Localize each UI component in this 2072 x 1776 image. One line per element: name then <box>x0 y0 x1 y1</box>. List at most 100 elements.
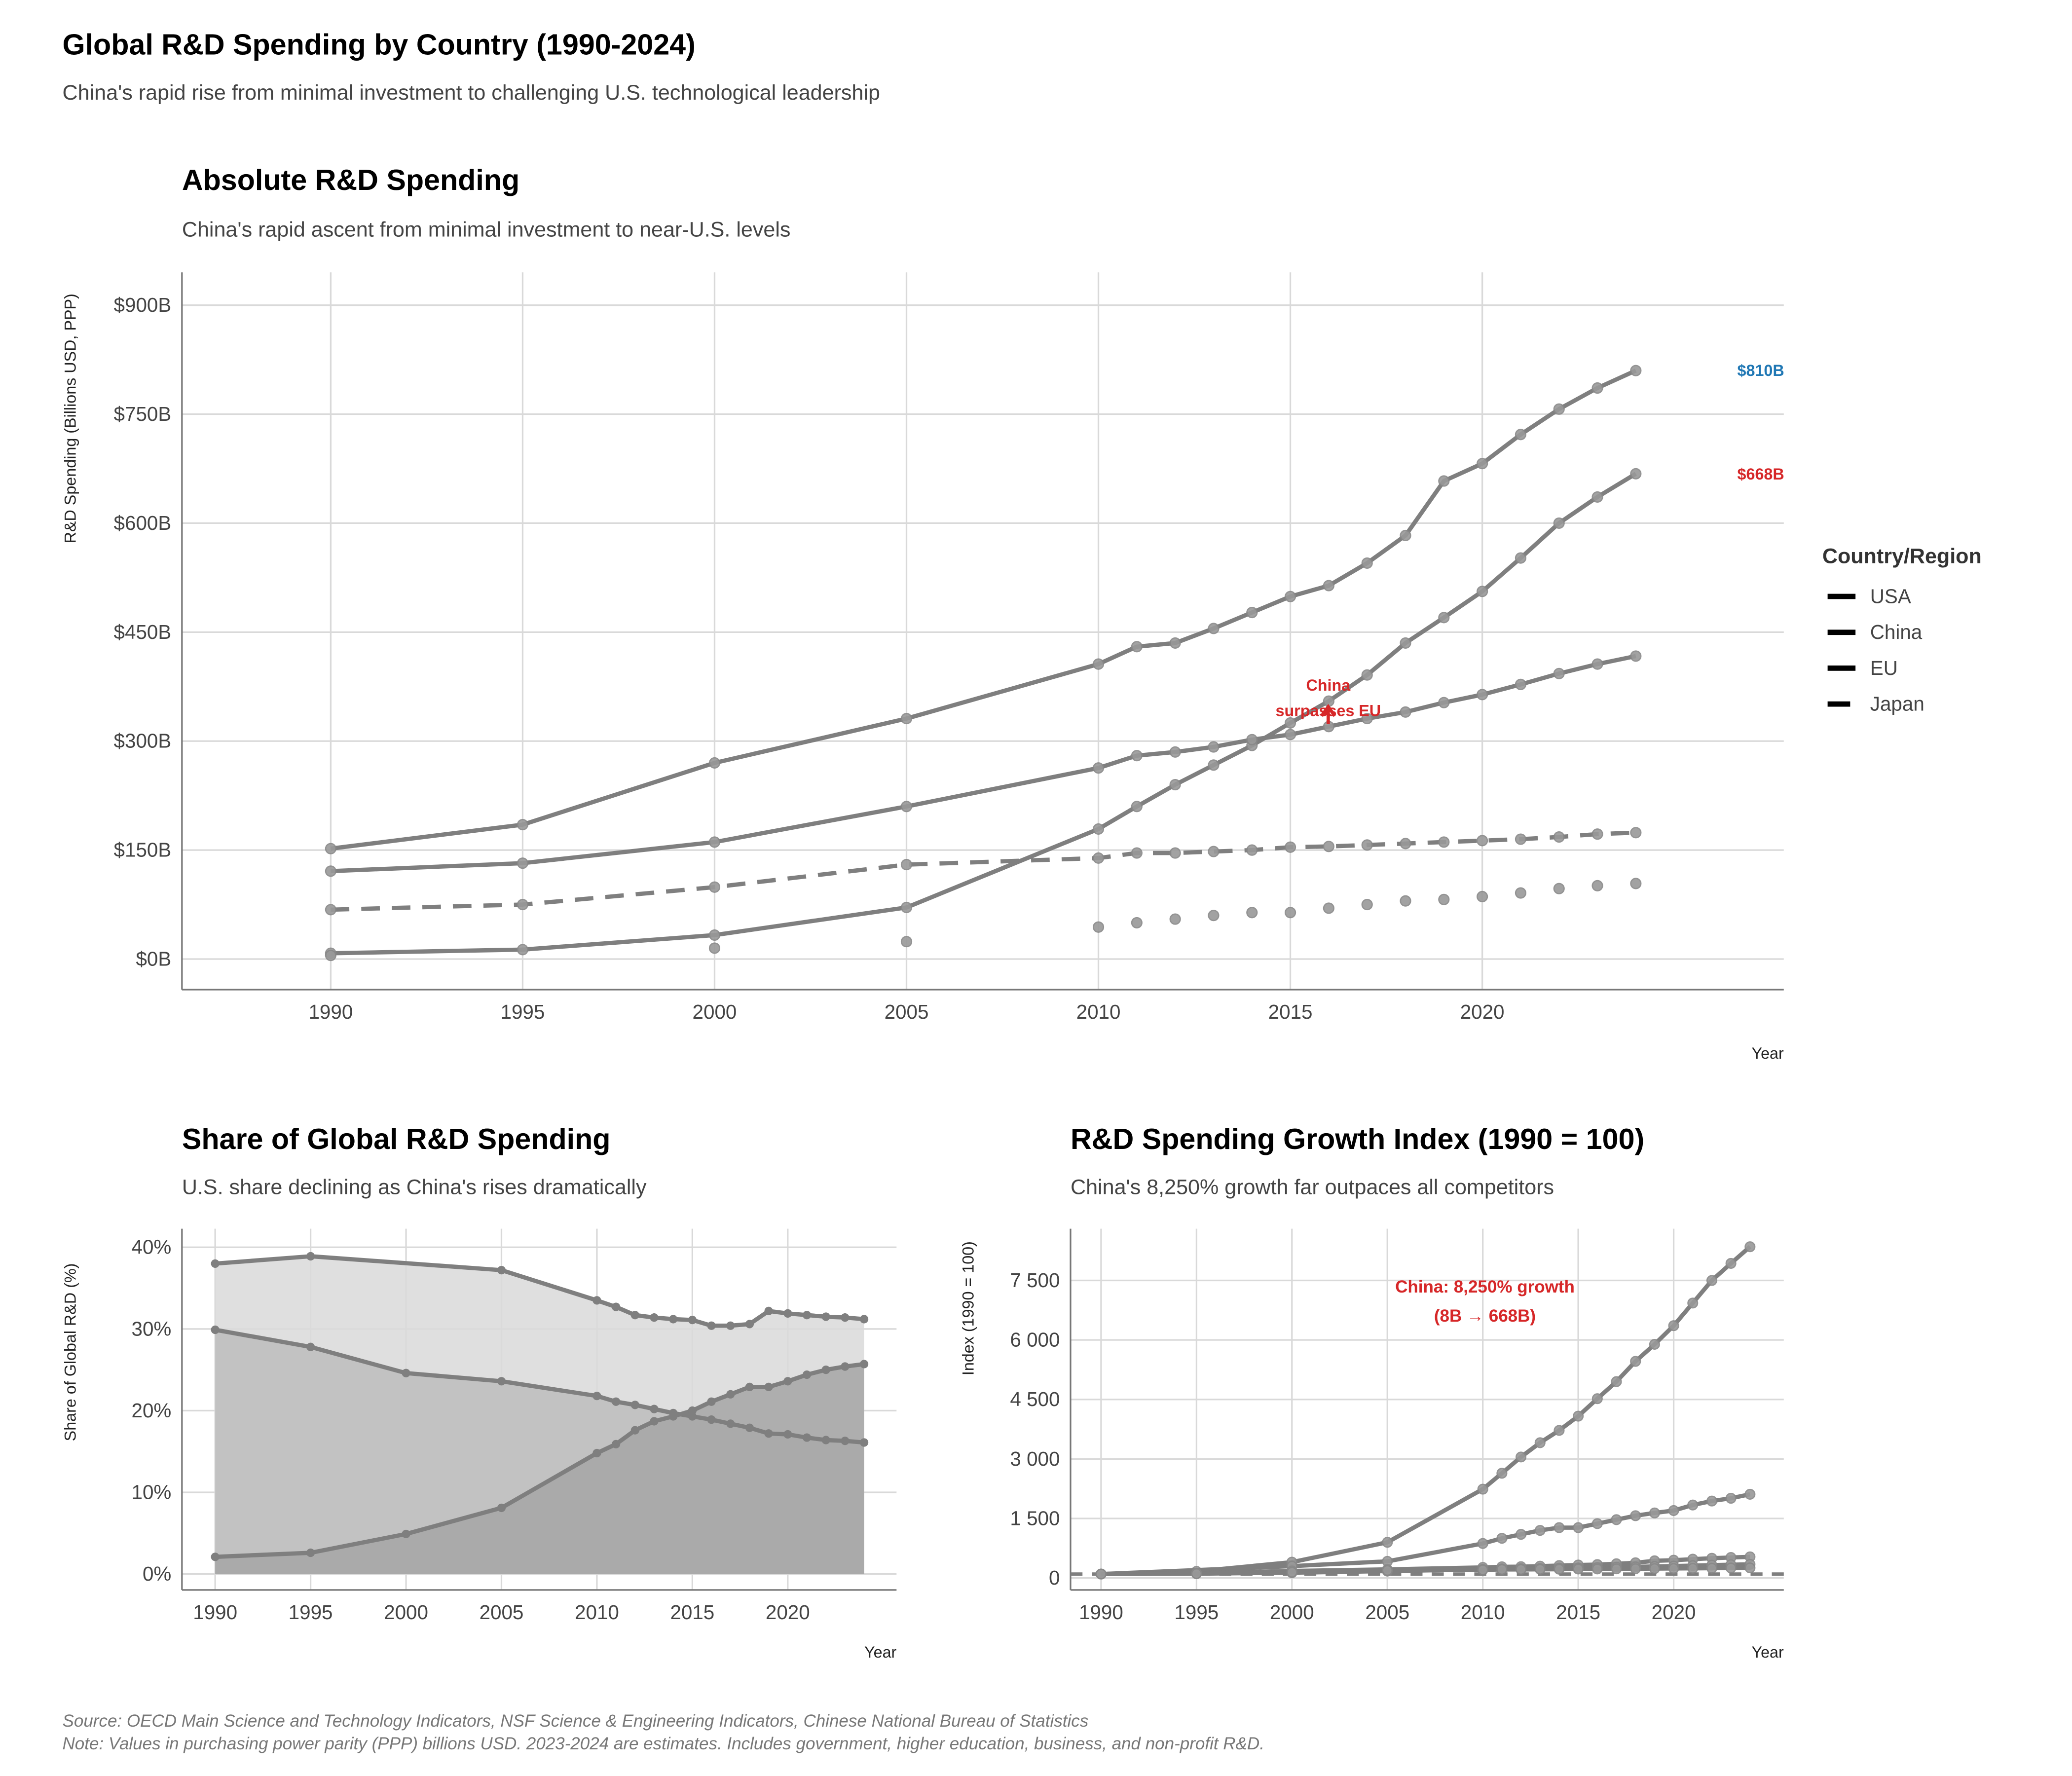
x-tick-label: 1995 <box>501 1000 545 1023</box>
data-point-usa <box>1361 557 1373 569</box>
data-point-japan <box>1553 831 1565 843</box>
share-point <box>611 1397 621 1406</box>
data-point-japan <box>1438 836 1450 848</box>
data-point-usa <box>1591 382 1603 394</box>
data-point-usa <box>1323 580 1334 592</box>
data-point-eu <box>1515 678 1526 690</box>
share-point <box>611 1440 621 1448</box>
index-point <box>1573 1522 1584 1533</box>
data-point-china <box>1285 717 1296 729</box>
share-point <box>745 1382 754 1392</box>
index-point <box>1534 1525 1546 1536</box>
data-point-china <box>900 901 913 914</box>
share-point <box>306 1252 315 1261</box>
index-point <box>1382 1537 1393 1548</box>
index-point <box>1649 1338 1660 1350</box>
data-point-other <box>1553 883 1565 894</box>
share-point <box>783 1430 792 1439</box>
x-tick-label: 2005 <box>480 1601 524 1624</box>
legend-label-eu: EU <box>1870 657 1898 679</box>
data-point-usa <box>1630 365 1642 376</box>
data-point-usa <box>1169 637 1181 649</box>
growth-index-plot: 1990 1995 2000 2005 2010 2015 2020 0 1 500 3 000 4… <box>1010 1228 1784 1624</box>
data-point-other <box>1515 887 1526 899</box>
data-point-china <box>1553 517 1565 529</box>
share-point <box>669 1412 678 1421</box>
index-point <box>1191 1568 1202 1579</box>
series-line-usa <box>330 369 1637 851</box>
share-point <box>707 1415 716 1424</box>
data-point-china <box>1438 612 1450 624</box>
share-point <box>630 1401 639 1409</box>
share-point <box>688 1316 697 1325</box>
share-point <box>650 1313 659 1322</box>
data-point-china <box>1361 669 1373 681</box>
index-point <box>1591 1563 1603 1575</box>
y-tick-label: 10% <box>131 1480 171 1503</box>
index-point <box>1477 1564 1488 1576</box>
x-tick-label: 2015 <box>1556 1601 1600 1624</box>
x-tick-label: 2010 <box>1461 1601 1505 1624</box>
y-tick-label: $450B <box>114 621 172 643</box>
panel3-subtitle: China's 8,250% growth far outpaces all c… <box>1071 1176 1554 1199</box>
data-point-other <box>1092 921 1105 933</box>
panel1-title: Absolute R&D Spending <box>182 163 519 196</box>
absolute-spending-plot: 1990 1995 2000 2005 2010 2015 2020 $0B $150B $300… <box>114 272 1784 1023</box>
index-point <box>1725 1562 1737 1574</box>
data-point-japan <box>1515 833 1526 845</box>
index-point <box>1496 1468 1508 1479</box>
index-point <box>1687 1563 1699 1574</box>
data-point-china <box>1630 468 1642 480</box>
share-point <box>821 1436 830 1444</box>
share-point <box>306 1548 315 1557</box>
data-point-china <box>517 944 529 956</box>
panel2-subtitle: U.S. share declining as China's rises dr… <box>182 1176 647 1199</box>
index-point <box>1725 1258 1737 1269</box>
data-point-japan <box>1591 828 1603 840</box>
data-point-usa <box>1246 606 1258 619</box>
panel1-subtitle: China's rapid ascent from minimal invest… <box>182 218 791 241</box>
index-point <box>1382 1565 1393 1576</box>
data-point-other <box>1361 899 1373 911</box>
data-point-china <box>1477 586 1488 597</box>
y-tick-label: $300B <box>114 730 172 752</box>
data-point-eu <box>1361 713 1373 725</box>
data-point-eu <box>1208 741 1220 753</box>
x-tick-label: 1995 <box>1174 1601 1219 1624</box>
data-point-japan <box>1630 827 1642 839</box>
panel2-ylabel: Share of Global R&D (%) <box>61 1263 79 1442</box>
x-tick-label: 2005 <box>1365 1601 1409 1624</box>
share-point <box>592 1296 601 1305</box>
data-point-usa <box>1208 623 1220 634</box>
share-point <box>821 1312 830 1321</box>
data-point-japan <box>1400 838 1411 850</box>
index-point <box>1554 1522 1565 1533</box>
series-line-china <box>331 472 1637 956</box>
share-point <box>211 1259 220 1268</box>
index-point <box>1630 1356 1641 1367</box>
share-point <box>783 1377 792 1386</box>
y-tick-label: $0B <box>136 948 171 970</box>
index-point <box>1668 1320 1679 1332</box>
data-point-eu <box>1092 762 1105 774</box>
data-point-china <box>1131 801 1143 813</box>
index-point <box>1573 1410 1584 1422</box>
data-point-japan <box>708 881 721 893</box>
panel3-xlabel: Year <box>1752 1643 1784 1661</box>
data-point-china <box>1515 552 1526 564</box>
share-point <box>707 1397 716 1406</box>
data-point-other <box>1400 895 1411 907</box>
figure-subtitle: China's rapid rise from minimal investme… <box>63 81 880 105</box>
data-point-china <box>1208 759 1220 771</box>
index-point <box>1706 1495 1717 1507</box>
surpass-annotation-line1: China <box>1306 676 1351 694</box>
share-point <box>764 1306 773 1316</box>
index-point <box>1554 1425 1565 1436</box>
data-point-eu <box>1169 746 1181 758</box>
data-point-other <box>1591 880 1603 891</box>
share-plot: 1990 1995 2000 2005 2010 2015 2020 0% 10% 20% 30% 4… <box>131 1228 897 1624</box>
y-tick-label: 3 000 <box>1010 1447 1060 1470</box>
y-tick-label: $750B <box>114 403 172 425</box>
share-point <box>841 1362 850 1371</box>
